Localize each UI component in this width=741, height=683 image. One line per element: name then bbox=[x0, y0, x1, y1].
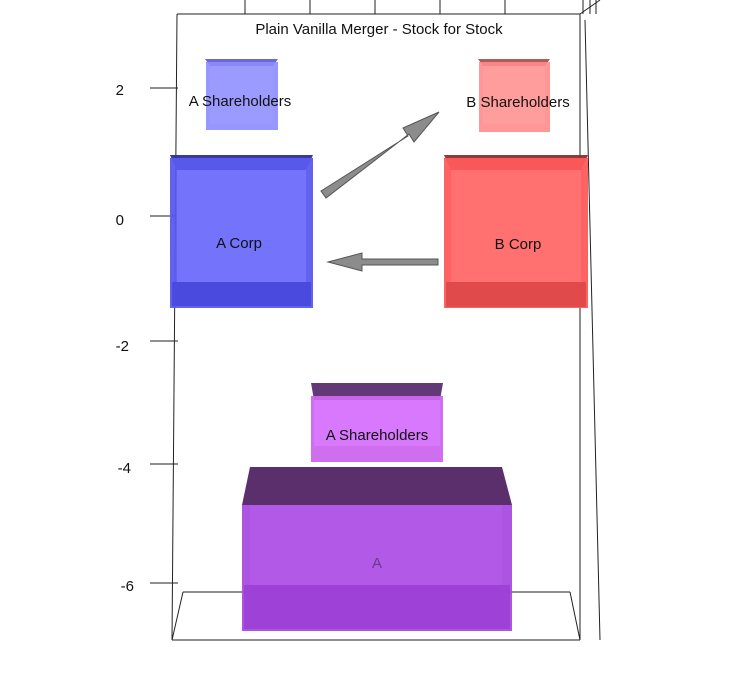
y-tick-minus-4: -4 bbox=[118, 460, 178, 477]
a-merged-label: A bbox=[372, 555, 382, 572]
y-tick-2: 2 bbox=[116, 82, 178, 99]
b-shareholders-top-box: B Shareholders bbox=[466, 59, 570, 132]
y-tick-minus-2: -2 bbox=[116, 338, 178, 355]
a-shareholders-top-label: A Shareholders bbox=[189, 93, 292, 110]
a-shareholders-bottom-label: A Shareholders bbox=[326, 427, 429, 444]
y-tick-label: 0 bbox=[116, 212, 124, 229]
y-tick-minus-6: -6 bbox=[121, 578, 178, 595]
arrow-b-corp-to-a-corp bbox=[326, 252, 439, 272]
y-tick-0: 0 bbox=[116, 212, 178, 229]
a-shareholders-bottom-box: A Shareholders bbox=[311, 383, 443, 462]
y-tick-label: -6 bbox=[121, 578, 134, 595]
a-shareholders-top-box: A Shareholders bbox=[189, 59, 292, 130]
b-corp-label: B Corp bbox=[495, 236, 542, 253]
y-axis: 2 0 -2 -4 -6 bbox=[116, 82, 178, 595]
y-tick-label: -4 bbox=[118, 460, 131, 477]
chart-title: Plain Vanilla Merger - Stock for Stock bbox=[255, 21, 503, 38]
a-corp-label: A Corp bbox=[216, 235, 262, 252]
arrow-a-corp-to-b-shareholders bbox=[320, 111, 440, 199]
b-corp-box: B Corp bbox=[444, 155, 588, 308]
y-tick-label: 2 bbox=[116, 82, 124, 99]
a-merged-box: A bbox=[242, 467, 512, 631]
b-shareholders-top-label: B Shareholders bbox=[466, 94, 569, 111]
a-corp-box: A Corp bbox=[170, 155, 313, 308]
y-tick-label: -2 bbox=[116, 338, 129, 355]
